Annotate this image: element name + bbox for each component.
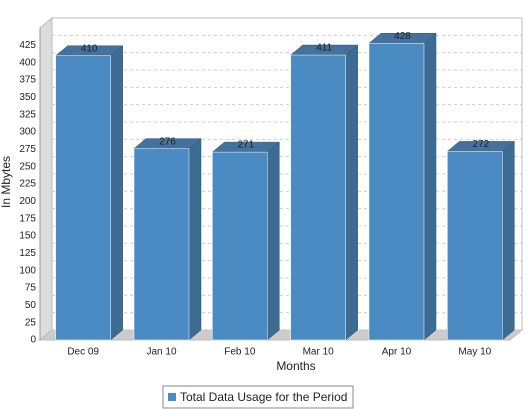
x-axis-title: Months: [276, 359, 315, 373]
bar-front: [212, 151, 268, 341]
bar: [368, 32, 437, 341]
x-tick-label: Jan 10: [146, 347, 176, 358]
y-tick-label: 150: [19, 231, 36, 242]
x-tick-label: Dec 09: [67, 347, 99, 358]
y-axis-title: In Mbytes: [0, 156, 13, 208]
bar-front: [290, 54, 346, 341]
bar-side: [267, 141, 280, 341]
x-tick-label: Mar 10: [303, 347, 335, 358]
left-wall: [39, 16, 53, 342]
value-label: 411: [316, 43, 332, 54]
bar-side: [502, 140, 515, 341]
y-tick-label: 325: [19, 109, 36, 120]
bar-front: [133, 148, 190, 341]
y-tick-label: 300: [19, 127, 36, 138]
y-tick-label: 75: [25, 283, 37, 294]
y-tick-label: 350: [19, 92, 36, 103]
x-tick-label: May 10: [458, 347, 491, 358]
bar-side: [188, 138, 202, 341]
y-tick-label: 375: [19, 75, 36, 86]
y-tick-label: 175: [19, 213, 36, 224]
y-tick-label: 275: [19, 144, 36, 155]
legend-box: [162, 385, 354, 409]
bar-side: [345, 44, 358, 341]
bar-front: [55, 55, 111, 341]
value-label: 272: [472, 139, 489, 150]
bar: [211, 141, 281, 341]
value-label: 428: [394, 31, 411, 42]
legend-label: Total Data Usage for the Period: [180, 390, 347, 404]
y-tick-label: 425: [19, 40, 36, 51]
x-tick-label: Apr 10: [382, 347, 412, 358]
bar: [289, 44, 359, 341]
y-tick-label: 125: [19, 248, 36, 259]
y-tick-label: 400: [19, 57, 36, 68]
bar: [133, 138, 202, 341]
x-tick-label: Feb 10: [224, 347, 256, 358]
y-tick-label: 100: [19, 265, 36, 276]
y-tick-label: 200: [19, 196, 36, 207]
legend-swatch: [168, 393, 176, 401]
bar-side: [110, 45, 123, 341]
y-tick-label: 225: [19, 179, 36, 190]
bar-front: [447, 151, 503, 341]
y-tick-label: 25: [25, 317, 37, 328]
legend: Total Data Usage for the Period: [162, 385, 354, 409]
value-label: 271: [237, 140, 254, 151]
y-tick-label: 50: [25, 300, 37, 311]
bar-side: [423, 32, 437, 341]
value-label: 276: [159, 136, 176, 147]
bar: [54, 45, 124, 341]
bar: [446, 140, 516, 341]
value-label: 410: [81, 43, 98, 54]
bar-front: [368, 43, 425, 341]
y-tick-label: 0: [30, 335, 36, 346]
y-tick-label: 250: [19, 161, 36, 172]
